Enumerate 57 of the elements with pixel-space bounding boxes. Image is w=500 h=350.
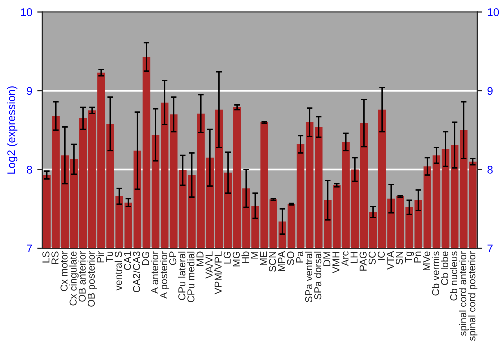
x-tick-label: Arc — [342, 252, 349, 266]
x-tick-label: SN — [396, 252, 404, 265]
y-tick-label: 7 — [27, 244, 32, 253]
x-tick-label: Tu — [106, 252, 114, 262]
x-tick-label: Tg — [405, 252, 414, 263]
x-tick-label: Pa — [296, 251, 304, 263]
x-tick-label: OB anterior — [78, 251, 86, 302]
x-tick-label: OB posterior — [88, 251, 98, 307]
x-tick-label: Hb — [242, 252, 250, 264]
x-tick-label: VPM/VPL — [214, 252, 222, 295]
y-tick-label: 8 — [27, 166, 32, 174]
x-tick-label: SPa dorsal — [314, 252, 322, 300]
y2-tick-label: 10 — [488, 8, 500, 16]
x-tick-label: A posterior — [160, 251, 170, 300]
x-tick-label: LS — [42, 252, 50, 263]
x-tick-label: LH — [350, 252, 358, 264]
x-tick-label: SO — [287, 252, 294, 266]
x-tick-label: spinal cord posterior — [468, 251, 478, 342]
x-tick-label: PAG — [360, 252, 367, 271]
x-tick-label: SCN — [269, 252, 276, 272]
y2-tick-label: 9 — [488, 87, 493, 96]
x-tick-label: Pir — [96, 251, 104, 263]
x-tick-label: ME — [260, 252, 268, 266]
x-tick-label: M — [251, 252, 258, 259]
x-tick-label: DM — [324, 252, 331, 266]
x-tick-label: CA2/CA3 — [132, 252, 140, 292]
x-tick-label: MPA — [278, 251, 286, 272]
x-tick-label: GP — [170, 252, 177, 266]
x-tick-label: CPu medial — [187, 252, 195, 302]
x-tick-label: spinal cord anterior — [459, 251, 469, 336]
y-tick-label: 10 — [21, 8, 32, 16]
y2-tick-label: 8 — [488, 166, 493, 174]
x-tick-label: DG — [142, 252, 150, 266]
y-axis-title: Log2 (expression) — [7, 86, 18, 174]
x-tick-label: VTA — [387, 251, 394, 270]
x-tick-label: Cb nucleus — [450, 252, 458, 301]
x-tick-label: CPu lateral — [178, 252, 186, 300]
x-tick-label: Pn — [414, 252, 422, 263]
x-tick-label: SC — [368, 252, 376, 265]
x-tick-label: Cb vermis — [432, 252, 440, 296]
x-tick-label: CA1 — [124, 252, 132, 270]
x-tick-label: LG — [224, 252, 231, 264]
x-tick-label: VA/VL — [205, 252, 213, 279]
x-tick-label: MVe — [423, 252, 430, 270]
x-tick-label: A anterior — [151, 251, 158, 294]
x-tick-label: Cx cingulate — [70, 252, 79, 306]
x-tick-label: IC — [378, 252, 386, 260]
x-tick-label: VMH — [332, 252, 340, 274]
x-tick-label: Cb lobe — [441, 252, 448, 286]
y2-tick-label: 7 — [488, 244, 493, 253]
x-tick-label: SPa ventral — [305, 252, 313, 303]
x-tick-label: Cx motor — [60, 251, 68, 292]
x-tick-label: ventral S — [114, 252, 122, 291]
y-tick-label: 9 — [27, 87, 32, 96]
x-tick-label: MD — [196, 252, 204, 266]
x-tick-label: MG — [232, 252, 240, 267]
x-tick-label: RS — [52, 252, 59, 264]
